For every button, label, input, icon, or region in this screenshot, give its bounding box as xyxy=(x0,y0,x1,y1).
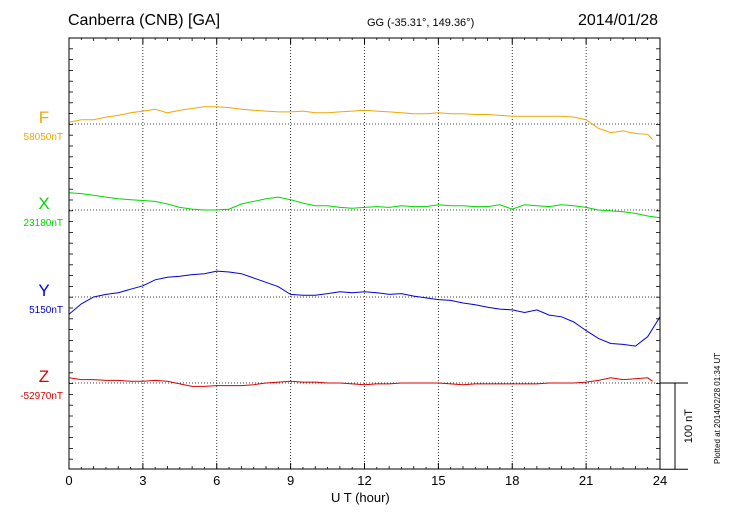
series-line-z xyxy=(68,377,653,387)
component-label-y: Y xyxy=(38,281,49,300)
baseline-value-f: 58050nT xyxy=(24,132,63,143)
baseline-value-z: -52970nT xyxy=(20,391,63,402)
component-label-z: Z xyxy=(39,367,49,386)
axis-ticks xyxy=(68,37,661,469)
date-label: 2014/01/28 xyxy=(578,12,659,29)
coordinates-label: GG (-35.31°, 149.36°) xyxy=(367,17,475,29)
series-line-x xyxy=(68,192,661,219)
component-labels: F 58050nT X 23180nT Y 5150nT Z -52970nT xyxy=(20,108,63,402)
series-lines xyxy=(68,106,661,387)
x-tick-label: 18 xyxy=(505,473,519,488)
grid-lines xyxy=(142,38,587,469)
x-tick-label: 6 xyxy=(213,473,220,488)
x-tick-label: 21 xyxy=(579,473,593,488)
x-tick-labels: 0 3 6 9 12 15 18 21 24 xyxy=(65,473,667,488)
x-tick-label: 12 xyxy=(357,473,371,488)
baseline-value-y: 5150nT xyxy=(29,305,63,316)
plotted-timestamp: Plotted at 2014/02/28 01:34 UT xyxy=(713,352,722,464)
component-label-f: F xyxy=(39,108,49,127)
scale-bar: 100 nT xyxy=(660,382,695,470)
x-tick-label: 9 xyxy=(287,473,294,488)
component-label-x: X xyxy=(38,194,49,213)
station-title: Canberra (CNB) [GA] xyxy=(68,12,221,29)
x-axis-label: U T (hour) xyxy=(331,490,390,505)
series-line-f xyxy=(68,106,653,140)
x-tick-label: 0 xyxy=(65,473,72,488)
scale-bar-label: 100 nT xyxy=(683,409,695,444)
x-tick-label: 24 xyxy=(653,473,667,488)
x-tick-label: 15 xyxy=(431,473,445,488)
series-line-y xyxy=(68,270,661,347)
x-tick-label: 3 xyxy=(139,473,146,488)
baseline-value-x: 23180nT xyxy=(24,218,63,229)
